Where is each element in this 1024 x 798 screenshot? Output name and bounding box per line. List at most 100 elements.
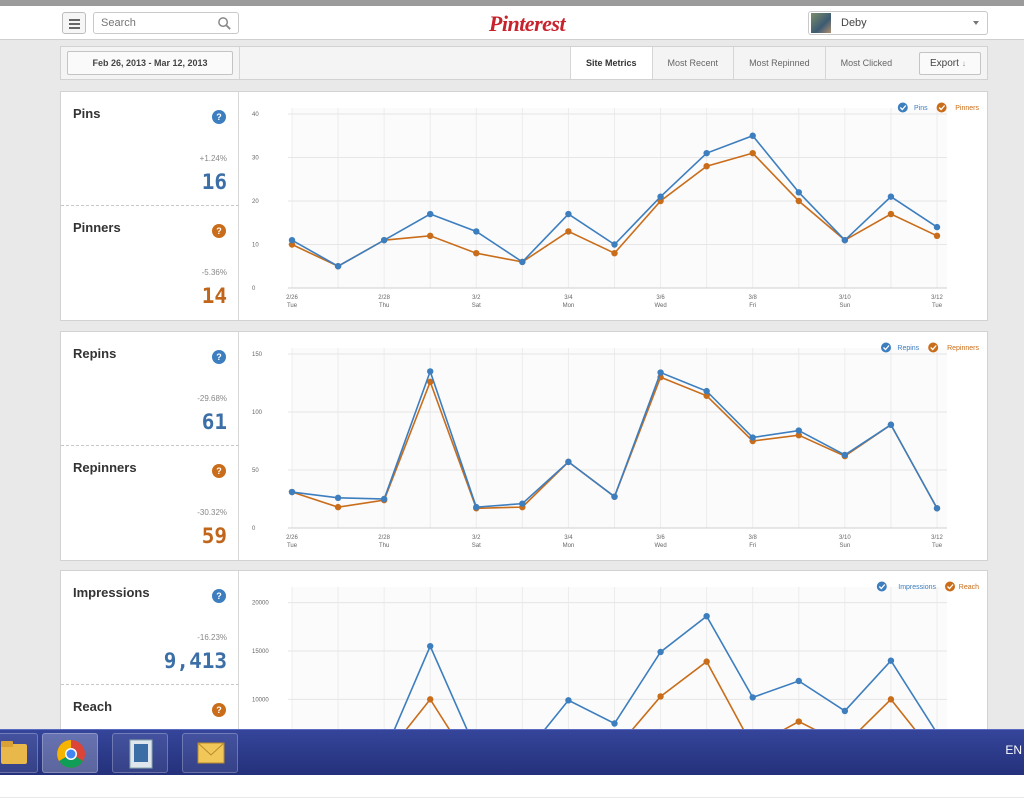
x-tick-day-label: Sat xyxy=(472,543,481,549)
x-tick-day-label: Tue xyxy=(932,543,943,549)
metric-value: 9,413 xyxy=(163,649,227,673)
help-icon[interactable]: ? xyxy=(212,110,226,124)
metric-label: Pins xyxy=(73,106,101,121)
metric-block: Repinners ? -30.32% 59 xyxy=(61,445,239,559)
data-point xyxy=(749,149,756,157)
data-point xyxy=(933,232,941,239)
y-tick-label: 50 xyxy=(252,468,259,474)
x-tick-day-label: Wed xyxy=(654,303,666,309)
tab-most-repinned[interactable]: Most Repinned xyxy=(733,47,825,79)
impressions-chart: 5000100001500020000ReachImpressions xyxy=(240,571,987,739)
data-point xyxy=(519,500,526,507)
x-tick-label: 3/2 xyxy=(472,295,481,301)
data-point xyxy=(795,677,802,685)
tab-site-metrics[interactable]: Site Metrics xyxy=(570,47,652,79)
x-tick-day-label: Mon xyxy=(563,303,575,309)
search-box xyxy=(93,12,239,34)
legend-check-icon xyxy=(876,581,887,592)
data-point xyxy=(657,193,664,200)
data-point xyxy=(657,693,664,700)
metric-change: -29.68% xyxy=(197,394,227,403)
x-tick-day-label: Tue xyxy=(932,303,943,309)
legend-label: Pinners xyxy=(955,105,979,112)
search-icon[interactable] xyxy=(217,16,232,31)
menu-button[interactable] xyxy=(62,12,86,34)
check-icon xyxy=(878,584,886,590)
data-point xyxy=(887,210,895,218)
chrome-icon[interactable] xyxy=(42,733,98,773)
data-point xyxy=(933,505,941,512)
repins-panel: Repins ? -29.68% 61 Repinners ? -30.32% … xyxy=(60,331,988,561)
metric-block: Impressions ? -16.23% 9,413 xyxy=(61,571,239,684)
data-point xyxy=(288,488,296,496)
data-point xyxy=(749,434,756,441)
legend-label: Impressions xyxy=(898,584,936,591)
search-input[interactable] xyxy=(94,13,211,33)
y-tick-label: 10 xyxy=(252,243,259,249)
data-point xyxy=(611,241,618,248)
metric-block: Pins ? +1.24% 16 xyxy=(61,92,239,205)
help-icon[interactable]: ? xyxy=(212,224,226,238)
data-point xyxy=(703,658,710,665)
data-point xyxy=(380,495,388,503)
data-point xyxy=(703,387,710,395)
legend-label: Repinners xyxy=(947,345,979,352)
user-menu[interactable]: Deby xyxy=(808,11,988,35)
help-icon[interactable]: ? xyxy=(212,703,226,717)
data-point xyxy=(427,368,434,375)
legend-check-icon xyxy=(881,342,891,353)
data-point xyxy=(657,369,664,376)
divider xyxy=(239,47,240,79)
export-label: Export xyxy=(930,58,959,69)
metric-change: +1.24% xyxy=(199,154,227,163)
metric-label: Pinners xyxy=(73,220,121,235)
pins-chart: 0 10 20 30 40 2/26 Tue 2/28 Thu 3/2 Sat 3/4 Mon 3/6 We… xyxy=(240,92,987,320)
plot-area xyxy=(292,348,947,528)
y-tick-label: 20 xyxy=(252,199,259,205)
x-tick-label: 2/28 xyxy=(378,295,390,301)
x-tick-day-label: Thu xyxy=(379,303,389,309)
metric-value: 16 xyxy=(201,170,227,194)
legend-check-icon xyxy=(897,102,908,113)
analytics-toolbar: Feb 26, 2013 - Mar 12, 2013 Site Metrics… xyxy=(60,46,988,80)
legend-label: Repins xyxy=(897,345,919,352)
help-icon[interactable]: ? xyxy=(212,464,226,478)
metric-value: 59 xyxy=(201,524,227,548)
data-point xyxy=(427,696,434,703)
data-point xyxy=(703,163,710,170)
x-tick-label: 3/10 xyxy=(839,535,851,541)
x-tick-label: 2/28 xyxy=(378,535,390,541)
help-icon[interactable]: ? xyxy=(212,589,226,603)
tab-most-recent[interactable]: Most Recent xyxy=(651,47,734,79)
check-icon xyxy=(947,584,954,590)
data-point xyxy=(611,720,618,727)
help-icon[interactable]: ? xyxy=(212,350,226,364)
data-point xyxy=(427,210,434,218)
data-point xyxy=(887,657,895,664)
download-icon: ↓ xyxy=(961,59,966,68)
export-button[interactable]: Export ↓ xyxy=(919,52,981,75)
pinterest-logo[interactable]: Pinterest xyxy=(488,11,566,36)
data-point xyxy=(565,458,572,466)
data-point xyxy=(841,451,849,459)
check-icon xyxy=(938,105,946,111)
file-explorer-icon[interactable] xyxy=(0,733,38,773)
check-icon xyxy=(899,105,907,111)
y-tick-label: 100 xyxy=(252,410,263,416)
check-icon xyxy=(930,345,937,351)
windows-taskbar: EN xyxy=(0,729,1024,776)
data-point xyxy=(841,236,849,244)
app-window-icon[interactable] xyxy=(112,733,168,773)
data-point xyxy=(703,149,710,157)
plot-area xyxy=(292,108,947,288)
data-point xyxy=(703,392,710,399)
x-tick-label: 3/6 xyxy=(656,535,665,541)
data-point xyxy=(565,228,572,235)
language-indicator[interactable]: EN xyxy=(1005,743,1022,757)
tab-most-clicked[interactable]: Most Clicked xyxy=(824,47,908,79)
pins-panel: Pins ? +1.24% 16 Pinners ? -5.36% 14 0 10… xyxy=(60,91,988,321)
mail-icon[interactable] xyxy=(182,733,238,773)
x-tick-day-label: Fri xyxy=(749,543,756,549)
date-range-picker[interactable]: Feb 26, 2013 - Mar 12, 2013 xyxy=(67,51,233,75)
bottom-strip xyxy=(0,775,1024,797)
